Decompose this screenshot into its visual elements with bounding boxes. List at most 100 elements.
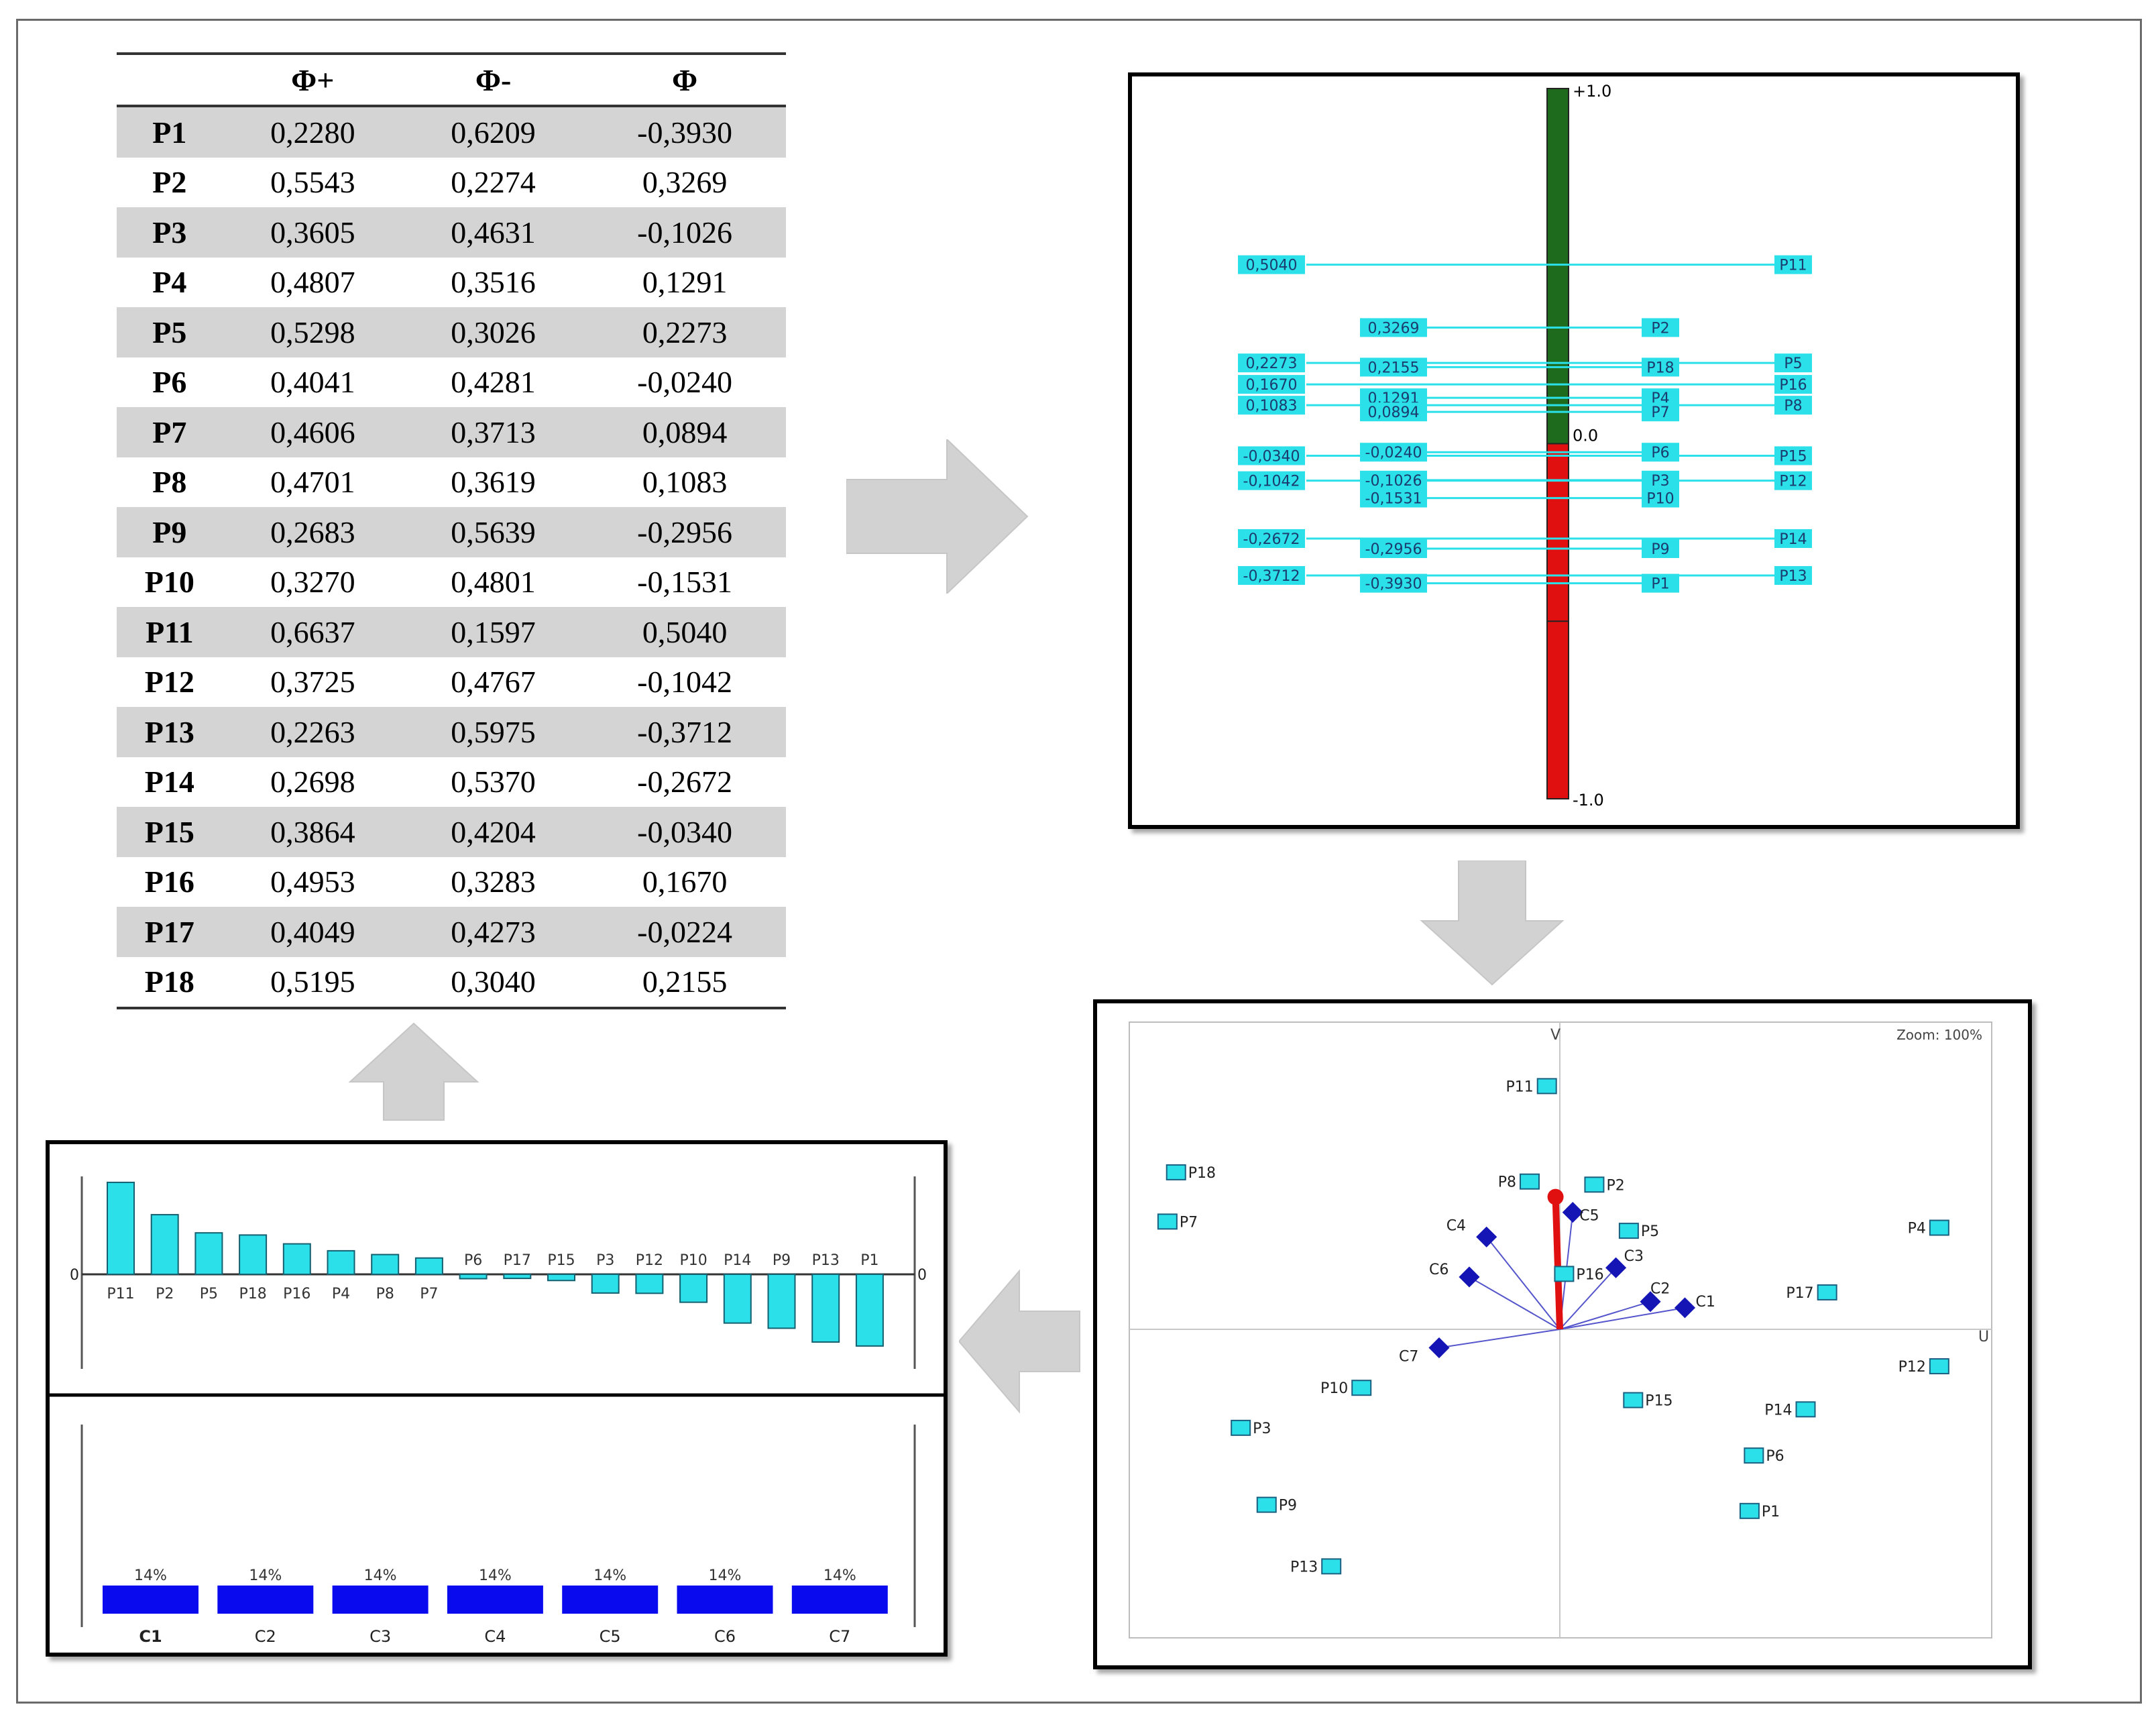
right-item-name: P9 [1651, 541, 1669, 558]
alternative-marker [1554, 1266, 1575, 1282]
alternative-label: P13 [1290, 1559, 1318, 1575]
alternative-cell: P11 [117, 607, 223, 657]
phi-bar [107, 1181, 135, 1275]
phi-scale-panel: +1.0 0.0 -1.0 0,5040 P11 0,2273 P5 0,1670 P16 0,1… [1128, 72, 2020, 829]
criterion-marker [1674, 1297, 1696, 1319]
table-row: P18 0,5195 0,3040 0,2155 [117, 956, 786, 1009]
table-row: P12 0,3725 0,4767 -0,1042 [117, 657, 786, 708]
alternative-marker [1519, 1173, 1540, 1190]
phi-bar-label: P9 [773, 1252, 791, 1269]
right-item-name-bg [1642, 357, 1679, 377]
alternative-label: P5 [1641, 1223, 1659, 1240]
right-item-name: P6 [1651, 445, 1669, 461]
bars-chart: 0 0 P11 P2 P5 P18 P16 P4 P8 P7 P6 P17 P15 P3 P12 P10 P14… [50, 1176, 944, 1646]
alternative-marker [1618, 1223, 1639, 1239]
phi-plus-cell: 0,4041 [270, 365, 355, 400]
phi-net-cell: 0,2155 [583, 956, 786, 1009]
right-item-name: P2 [1651, 320, 1669, 337]
phi-bar [282, 1243, 311, 1276]
alternative-cell: P3 [117, 207, 223, 258]
alternative-cell: P14 [144, 765, 194, 799]
phi-minus-cell: 0,2274 [451, 165, 536, 200]
table-row: P10 0,3270 0,4801 -0,1531 [117, 557, 786, 608]
alternative-marker [1536, 1078, 1557, 1095]
alternative-cell: P16 [144, 865, 194, 899]
left-item-name: P11 [1779, 258, 1807, 274]
right-item-value: -0,0240 [1365, 445, 1422, 461]
phi-minus-cell: 0,3619 [451, 465, 536, 500]
phi-bar [414, 1257, 443, 1275]
table-row: P7 0,4606 0,3713 0,0894 [117, 407, 786, 457]
alternative-cell: P6 [152, 365, 187, 400]
phi-minus-cell: 0,3283 [451, 865, 536, 899]
phi-net-cell: 0,1670 [642, 865, 728, 899]
phi-bar [194, 1232, 223, 1275]
criterion-label: C5 [1579, 1208, 1599, 1225]
decision-axis [1552, 1197, 1563, 1330]
header-phi-plus: Φ+ [222, 52, 403, 107]
alternative-label: P9 [1279, 1498, 1297, 1514]
phi-plus-cell: 0,5298 [222, 307, 403, 357]
arrow-down-icon [1420, 860, 1565, 986]
bars-panel: 0 0 P11 P2 P5 P18 P16 P4 P8 P7 P6 P17 P15 P3 P12 P10 P14… [46, 1140, 948, 1657]
phi-bar [723, 1274, 752, 1324]
phi-net-cell: -0,0240 [637, 365, 732, 400]
phi-flows-table: Φ+ Φ- Φ P1 0,2280 0,6209 -0,3930 P2 0,5543 0,2… [117, 52, 786, 1009]
right-item-name-bg [1642, 488, 1679, 508]
table-row: P2 0,5543 0,2274 0,3269 [117, 158, 786, 208]
alternative-cell: P9 [117, 507, 223, 557]
phi-bar [547, 1274, 575, 1282]
arrow-left-icon [959, 1269, 1080, 1414]
right-item-value-bg [1360, 539, 1427, 559]
phi-bar-label: P2 [156, 1286, 174, 1302]
weight-bar [447, 1586, 543, 1614]
arrow-right-icon [846, 439, 1029, 594]
phi-plus-cell: 0,4953 [270, 865, 355, 899]
phi-plus-cell: 0,4807 [270, 265, 355, 300]
right-item-name: P10 [1646, 491, 1674, 508]
weight-bar [332, 1586, 429, 1614]
phi-bar-label: P1 [860, 1252, 878, 1269]
phi-bar-label: P10 [679, 1252, 707, 1269]
alternative-cell: P18 [117, 956, 223, 1009]
left-item-value-bg [1238, 446, 1305, 465]
left-item-name-bg [1774, 375, 1812, 394]
alternative-marker [1744, 1447, 1764, 1464]
criterion-label: C2 [1650, 1281, 1670, 1298]
header-phi-net: Φ [583, 52, 786, 107]
phi-bar [371, 1254, 400, 1276]
right-item-value-bg [1360, 357, 1427, 377]
alternative-label: P17 [1786, 1285, 1813, 1302]
criterion-vector [1438, 1329, 1561, 1349]
alternative-label: P15 [1645, 1393, 1672, 1410]
phi-plus-cell: 0,3270 [270, 565, 355, 600]
alternative-cell: P8 [152, 465, 187, 500]
alternative-label: P6 [1766, 1448, 1784, 1465]
alternative-marker [1584, 1176, 1605, 1193]
weight-value-label: 14% [824, 1567, 856, 1584]
alternative-marker [1739, 1502, 1760, 1519]
phi-plus-cell: 0,4049 [222, 907, 403, 957]
phi-bar [679, 1274, 708, 1303]
right-item-value-bg [1360, 470, 1427, 490]
criterion-label: C6 [1429, 1262, 1449, 1278]
phi-net-cell: 0,5040 [583, 607, 786, 657]
gaia-plane-panel: V U Zoom: 100% C1 C2 C3 C4 C5 C6 C7 P11 P18 P7 P8 P2 P5… [1093, 999, 2032, 1669]
alternative-label: P12 [1898, 1359, 1926, 1376]
right-item-name: P1 [1651, 576, 1669, 593]
table-row: P4 0,4807 0,3516 0,1291 [117, 258, 786, 308]
phi-plus-cell: 0,5543 [270, 165, 355, 200]
phi-net-cell: -0,1042 [637, 665, 732, 700]
table-row: P15 0,3864 0,4204 -0,0340 [117, 807, 786, 857]
phi-bar-label: P17 [504, 1252, 531, 1269]
table-row: P5 0,5298 0,3026 0,2273 [117, 307, 786, 357]
left-item-value-bg [1238, 529, 1305, 548]
weight-bar [677, 1586, 773, 1614]
alternative-cell: P10 [144, 565, 194, 600]
table-row: P8 0,4701 0,3619 0,1083 [117, 457, 786, 508]
phi-minus-cell: 0,4204 [402, 807, 584, 857]
weight-value-label: 14% [134, 1567, 167, 1584]
left-item-value: -0,1042 [1243, 474, 1300, 490]
phi-bar-label: P6 [464, 1252, 482, 1269]
arrow-up-icon [348, 1022, 479, 1121]
